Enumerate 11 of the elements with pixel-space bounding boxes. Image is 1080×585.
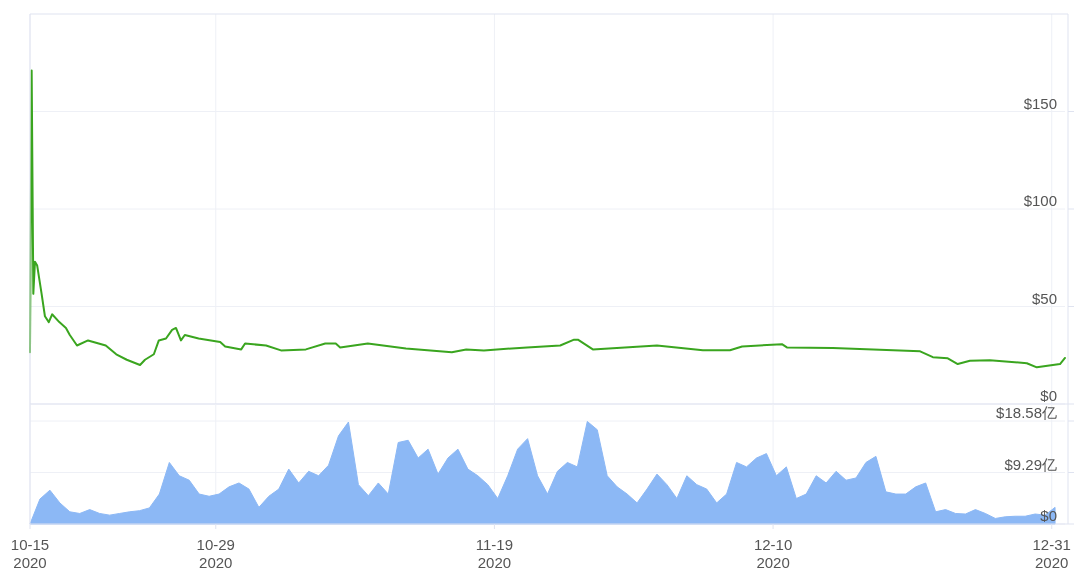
y-tick-label: $0 — [1040, 387, 1057, 404]
x-tick-label: 10-15 2020 — [10, 536, 50, 571]
y-tick-label: $18.58亿 — [996, 404, 1057, 421]
y-tick-label: $9.29亿 — [1004, 455, 1057, 473]
y-tick-label: $50 — [1031, 289, 1057, 307]
x-tick-label: 11-19 2020 — [475, 536, 514, 571]
x-tick-label: 12-31 2020 — [1032, 536, 1071, 571]
y-tick-label: $150 — [1023, 94, 1057, 112]
x-tick-label: 12-10 2020 — [753, 536, 793, 571]
y-tick-label: $100 — [1023, 192, 1057, 209]
x-tick-label: 10-29 2020 — [196, 536, 235, 571]
